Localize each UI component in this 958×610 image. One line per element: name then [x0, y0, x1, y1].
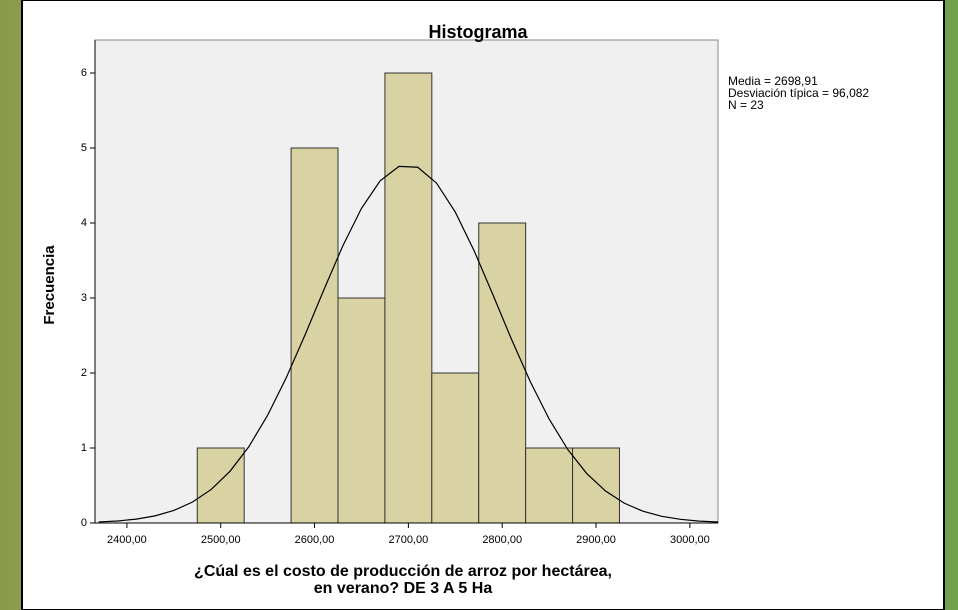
bar — [385, 73, 432, 523]
chart-title: Histograma — [428, 22, 528, 42]
bar — [432, 373, 479, 523]
y-tick-label: 0 — [81, 517, 87, 529]
page: Histograma Frecuencia ¿Cúal es el costo … — [0, 0, 958, 610]
bar — [338, 298, 385, 523]
y-tick-label: 1 — [81, 442, 87, 454]
y-tick-label: 5 — [81, 142, 87, 154]
stats-text: N = 23 — [728, 98, 764, 112]
bar — [479, 223, 526, 523]
x-tick-label: 2600,00 — [295, 534, 335, 546]
x-tick-label: 3000,00 — [670, 534, 710, 546]
y-tick-label: 3 — [81, 292, 87, 304]
x-tick-label: 2900,00 — [576, 534, 616, 546]
y-tick-label: 4 — [81, 217, 87, 229]
y-tick-label: 2 — [81, 367, 87, 379]
x-tick-label: 2400,00 — [107, 534, 147, 546]
x-tick-label: 2500,00 — [201, 534, 241, 546]
y-axis-label: Frecuencia — [41, 245, 58, 325]
x-axis-label: ¿Cúal es el costo de producción de arroz… — [194, 563, 612, 580]
chart: Histograma Frecuencia ¿Cúal es el costo … — [0, 0, 958, 610]
bar — [291, 148, 338, 523]
x-tick-label: 2700,00 — [388, 534, 428, 546]
bar — [526, 448, 573, 523]
x-axis-label: en verano? DE 3 A 5 Ha — [314, 580, 493, 597]
bar — [573, 448, 620, 523]
y-tick-label: 6 — [81, 67, 87, 79]
x-tick-label: 2800,00 — [482, 534, 522, 546]
bar — [197, 448, 244, 523]
